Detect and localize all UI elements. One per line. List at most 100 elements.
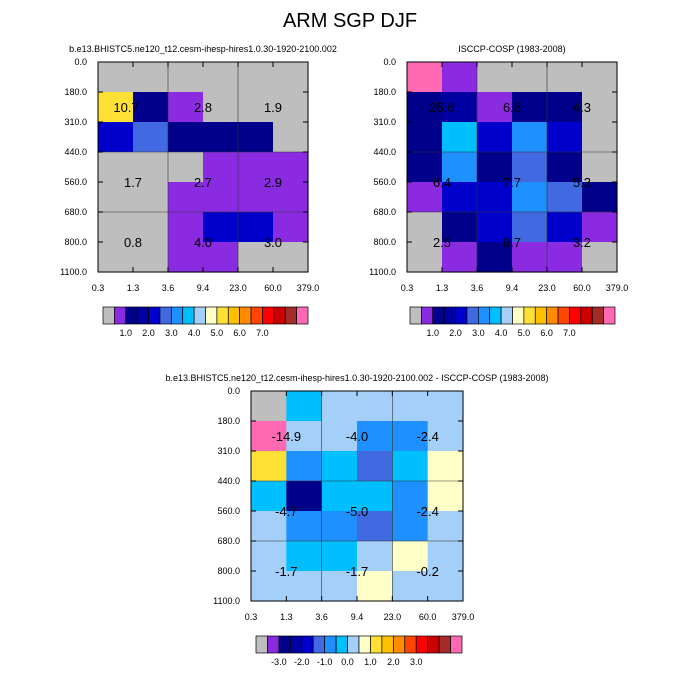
heatmap-cell — [547, 122, 583, 153]
heatmap-cell — [547, 212, 583, 243]
colorbar-swatch — [289, 635, 303, 654]
heatmap-cell — [168, 62, 204, 93]
colorbar-swatch — [404, 635, 417, 654]
heatmap-cell — [512, 212, 548, 243]
heatmap-cell — [547, 92, 583, 123]
value-label: 3.0 — [264, 235, 282, 250]
heatmap-cell — [547, 152, 583, 183]
heatmap-cell — [547, 62, 583, 93]
heatmap-cell — [286, 571, 323, 602]
y-tick-label: 800.0 — [64, 237, 87, 247]
value-label: -2.4 — [416, 504, 438, 519]
value-label: 2.5 — [433, 235, 451, 250]
colorbar-label: 1.0 — [120, 328, 133, 338]
colorbar-label: 4.0 — [495, 328, 508, 338]
heatmap-cell — [98, 62, 134, 93]
heatmap-cell — [286, 451, 323, 482]
y-tick-label: 680.0 — [373, 207, 396, 217]
heatmap-cell — [442, 242, 478, 273]
heatmap-cell — [251, 391, 287, 422]
heatmap-cell — [133, 212, 169, 243]
heatmap-cell — [286, 421, 323, 452]
value-label: 2.7 — [194, 175, 212, 190]
y-tick-label: 0.0 — [227, 386, 240, 396]
heatmap-cell — [98, 122, 134, 153]
heatmap-cell — [357, 481, 393, 512]
colorbar-label: 3.0 — [410, 657, 423, 667]
colorbar-swatch — [546, 306, 559, 325]
heatmap-cell — [251, 541, 287, 572]
x-tick-label: 9.4 — [197, 283, 210, 293]
colorbar-swatch — [193, 306, 206, 325]
heatmap-cell — [133, 242, 169, 273]
colorbar-swatch — [569, 306, 582, 325]
heatmap-cell — [286, 541, 323, 572]
value-label: 3.2 — [573, 235, 591, 250]
heatmap-cell — [407, 242, 443, 273]
heatmap-cell — [168, 92, 204, 123]
colorbar: 1.0 2.0 3.0 4.0 5.0 6.0 7.0 — [102, 306, 309, 338]
colorbar-swatch — [255, 635, 268, 654]
x-tick-label: 3.6 — [315, 612, 328, 622]
y-tick-label: 440.0 — [217, 476, 240, 486]
y-tick-label: 800.0 — [217, 566, 240, 576]
colorbar-swatch — [450, 635, 463, 654]
heatmap-cell — [407, 62, 443, 93]
colorbar-swatch — [455, 306, 468, 325]
y-tick-label: 310.0 — [373, 117, 396, 127]
y-tick-label: 560.0 — [64, 177, 87, 187]
heatmap-cell — [251, 481, 287, 512]
y-tick-label: 310.0 — [217, 446, 240, 456]
heatmap-cell — [357, 511, 393, 542]
chart-title: b.e13.BHISTC5.ne120_t12.cesm-ihesp-hires… — [69, 44, 337, 54]
x-tick-label: 9.4 — [506, 283, 519, 293]
colorbar-swatch — [182, 306, 195, 325]
chart-panel-1: b.e13.BHISTC5.ne120_t12.cesm-ihesp-hires… — [60, 44, 337, 338]
heatmap-cell — [477, 122, 513, 153]
heatmap-cell — [582, 92, 618, 123]
heatmap-cell — [392, 391, 429, 422]
heatmap-cell — [203, 242, 239, 273]
value-label: 5.3 — [573, 175, 591, 190]
chart-title: b.e13.BHISTC5.ne120_t12.cesm-ihesp-hires… — [165, 373, 548, 383]
heatmap-cell — [321, 451, 358, 482]
heatmap-cell — [321, 391, 358, 422]
heatmap-cell — [407, 92, 443, 123]
y-tick-label: 680.0 — [64, 207, 87, 217]
heatmap-cell — [251, 421, 287, 452]
colorbar-swatch — [136, 306, 149, 325]
heatmap-cell — [512, 92, 548, 123]
value-label: -2.4 — [416, 429, 438, 444]
colorbar-swatch — [114, 306, 127, 325]
x-tick-label: 3.6 — [471, 283, 484, 293]
colorbar-swatch — [466, 306, 479, 325]
heatmap-cell — [582, 212, 618, 243]
heatmap-cell — [582, 62, 618, 93]
heatmap-cell — [392, 451, 429, 482]
x-tick-label: 60.0 — [573, 283, 591, 293]
colorbar-label: 7.0 — [256, 328, 269, 338]
value-label: 6.8 — [503, 100, 521, 115]
heatmap-cell — [98, 152, 134, 183]
heatmap-cell — [133, 92, 169, 123]
x-tick-label: 3.6 — [162, 283, 175, 293]
colorbar-swatch — [250, 306, 263, 325]
heatmap-cell — [392, 541, 429, 572]
heatmap-cell — [133, 62, 169, 93]
heatmap-cell — [512, 122, 548, 153]
colorbar-swatch — [324, 635, 337, 654]
heatmap-cell — [133, 182, 169, 213]
colorbar-swatch — [603, 306, 616, 325]
colorbar-swatch — [296, 306, 309, 325]
heatmap-cell — [442, 152, 478, 183]
heatmap-cell — [273, 122, 309, 153]
x-tick-label: 60.0 — [419, 612, 437, 622]
value-label: 7.7 — [503, 175, 521, 190]
heatmap-cell — [238, 92, 274, 123]
colorbar-swatch — [500, 306, 513, 325]
heatmap-cell — [286, 481, 323, 512]
colorbar-swatch — [125, 306, 138, 325]
heatmap-cell — [582, 182, 618, 213]
x-tick-label: 379.0 — [297, 283, 320, 293]
colorbar: 1.0 2.0 3.0 4.0 5.0 6.0 7.0 — [409, 306, 616, 338]
